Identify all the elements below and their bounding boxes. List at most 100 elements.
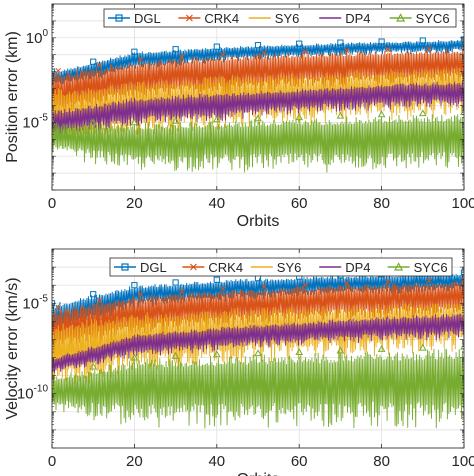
series-marker-dgl: [296, 40, 303, 47]
x-axis-label: Orbits: [237, 213, 280, 230]
series-marker-crk4: [385, 46, 391, 53]
series-marker-dgl: [90, 291, 97, 298]
position-error-plot: 0 20 40 60 80 100 10-5 100 Orbits Position error …: [4, 3, 474, 230]
x-tick-label: 60: [291, 453, 308, 470]
series-marker-crk4: [55, 304, 61, 311]
x-tick-label: 40: [208, 195, 225, 212]
y-axis-label: Position error (km): [4, 31, 21, 163]
series-marker-syc6: [52, 371, 56, 379]
series-line-crk4: [52, 48, 464, 116]
x-tick-label: 60: [291, 195, 308, 212]
series-marker-syc6: [89, 118, 98, 126]
legend-label: SYC6: [414, 260, 448, 275]
series-marker-crk4: [179, 54, 185, 60]
legend-box: [109, 257, 453, 277]
legend: DGL CRK4 SY6 DP4 SYC6: [103, 8, 457, 28]
axes-box: [51, 248, 465, 449]
series-marker-syc6: [460, 108, 464, 116]
series-line-dgl: [52, 40, 464, 86]
legend-marker: [115, 14, 123, 22]
series-marker-crk4: [261, 284, 267, 290]
series-line-syc6: [52, 114, 464, 173]
y-tick-label: 10-5: [22, 112, 48, 131]
legend-label: CRK4: [204, 11, 239, 26]
series-marker-syc6: [171, 351, 180, 359]
series-marker-dgl: [213, 276, 220, 283]
series-marker-crk4: [96, 297, 103, 304]
series-marker-dgl: [172, 46, 179, 53]
series-marker-dgl: [337, 39, 344, 46]
legend-marker: [394, 262, 404, 271]
series-marker-dgl: [254, 42, 262, 49]
series-marker-syc6: [89, 362, 98, 370]
y-tick-label: 10-5: [22, 293, 48, 312]
y-tick-label: 10-10: [17, 384, 49, 403]
legend-label: CRK4: [208, 260, 243, 275]
x-tick-label: 80: [373, 453, 390, 470]
series-marker-crk4: [137, 291, 144, 297]
series-marker-dgl: [378, 38, 385, 45]
series-line-dp4: [52, 80, 464, 136]
legend-label: DP4: [345, 11, 370, 26]
legend-label: DGL: [134, 11, 161, 26]
legend-label: SYC6: [416, 11, 450, 26]
x-tick-label: 100: [451, 195, 474, 212]
legend: DGL CRK4 SY6 DP4 SYC6: [109, 257, 453, 277]
series-marker-crk4: [55, 67, 61, 74]
legend-box: [103, 8, 457, 28]
series-marker-crk4: [461, 276, 464, 283]
series-marker-dgl: [131, 48, 138, 55]
series-marker-syc6: [377, 344, 386, 352]
series-marker-crk4: [96, 62, 103, 68]
series-marker-syc6: [418, 343, 427, 351]
series-marker-syc6: [336, 111, 345, 119]
legend-marker: [185, 14, 193, 22]
x-tick-label: 100: [451, 453, 474, 470]
series-marker-crk4: [137, 56, 144, 63]
legend-marker: [121, 263, 129, 271]
x-tick-label: 0: [48, 195, 56, 212]
series-marker-crk4: [343, 280, 350, 287]
axes-box: [51, 3, 465, 191]
series-marker-crk4: [302, 282, 309, 288]
series-marker-crk4: [220, 286, 226, 292]
series-marker-syc6: [130, 118, 139, 126]
series-marker-syc6: [295, 113, 304, 121]
series-line-crk4: [52, 280, 464, 355]
y-tick-label: 100: [26, 28, 49, 47]
legend-label: SY6: [277, 260, 302, 275]
x-tick-label: 0: [48, 453, 56, 470]
legend-marker: [396, 13, 406, 22]
series-marker-dgl: [131, 282, 138, 289]
series-marker-crk4: [343, 47, 350, 54]
series-line-syc6: [52, 348, 464, 429]
series-marker-crk4: [261, 50, 267, 56]
series-marker-syc6: [418, 109, 427, 117]
velocity-error-plot: 0 20 40 60 80 100 10-10 10-5 Orbits Velocity erro…: [4, 248, 474, 476]
series-marker-dgl: [419, 37, 426, 44]
x-tick-label: 80: [373, 195, 390, 212]
x-axis-label: Orbits: [237, 471, 280, 476]
series-marker-syc6: [171, 116, 180, 124]
series-marker-syc6: [295, 348, 304, 355]
series-marker-crk4: [426, 45, 432, 52]
legend-label: DGL: [140, 260, 167, 275]
series-marker-crk4: [385, 279, 391, 285]
series-line-dp4: [52, 313, 464, 374]
x-tick-label: 20: [126, 195, 143, 212]
series-marker-dgl: [90, 58, 97, 65]
series-marker-syc6: [254, 349, 262, 357]
series-marker-syc6: [212, 115, 221, 123]
series-marker-syc6: [130, 353, 139, 361]
series-marker-dgl: [213, 43, 220, 50]
series-marker-crk4: [220, 51, 226, 58]
series-marker-syc6: [212, 350, 221, 358]
series-marker-syc6: [377, 110, 386, 118]
x-tick-label: 20: [126, 453, 143, 470]
series-marker-dgl: [172, 279, 179, 286]
series-marker-crk4: [179, 288, 185, 295]
series-marker-syc6: [254, 114, 262, 122]
series-marker-crk4: [426, 277, 432, 284]
y-axis-label: Velocity error (km/s): [4, 277, 21, 419]
